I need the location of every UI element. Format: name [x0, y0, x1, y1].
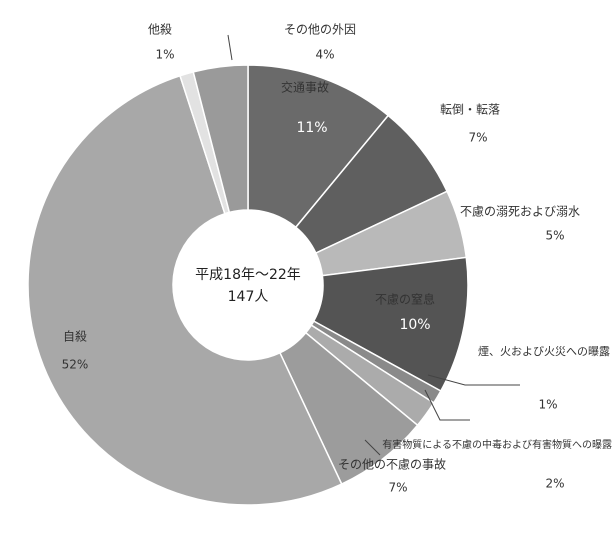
donut-segment — [27, 74, 343, 506]
leader-line — [227, 34, 233, 61]
category-label: 煙、火および火災への曝露 — [478, 345, 610, 358]
category-label: 交通事故 — [281, 80, 329, 95]
category-label: 不慮の溺死および溺水 — [460, 205, 580, 219]
category-label: 自殺 — [63, 330, 87, 344]
value-label: 52% — [62, 358, 89, 372]
donut-segment — [192, 64, 249, 214]
category-label: 有害物質による不慮の中毒および有害物質への曝露 — [382, 438, 612, 451]
donut-segment — [247, 64, 390, 229]
value-label: 1% — [155, 48, 174, 62]
value-label: 1% — [538, 398, 557, 412]
category-label: その他の外因 — [284, 23, 356, 37]
center-label: 147人 — [228, 289, 269, 305]
leader-line — [427, 374, 520, 386]
leader-line — [424, 389, 470, 421]
category-label: 転倒・転落 — [440, 103, 500, 117]
center-label: 平成18年～22年 — [195, 267, 301, 283]
value-label: 5% — [545, 229, 564, 243]
leader-line — [364, 439, 381, 456]
value-label: 7% — [388, 481, 407, 495]
value-label: 2% — [545, 477, 564, 491]
donut-segment — [312, 256, 469, 393]
value-label: 7% — [468, 131, 487, 145]
value-label: 10% — [399, 317, 430, 333]
leader-lines — [227, 34, 520, 456]
value-label: 4% — [315, 48, 334, 62]
category-label: その他の不慮の事故 — [338, 457, 446, 472]
value-label: 11% — [296, 120, 327, 136]
category-label: 他殺 — [148, 23, 172, 37]
category-label: 不慮の窒息 — [375, 292, 435, 307]
